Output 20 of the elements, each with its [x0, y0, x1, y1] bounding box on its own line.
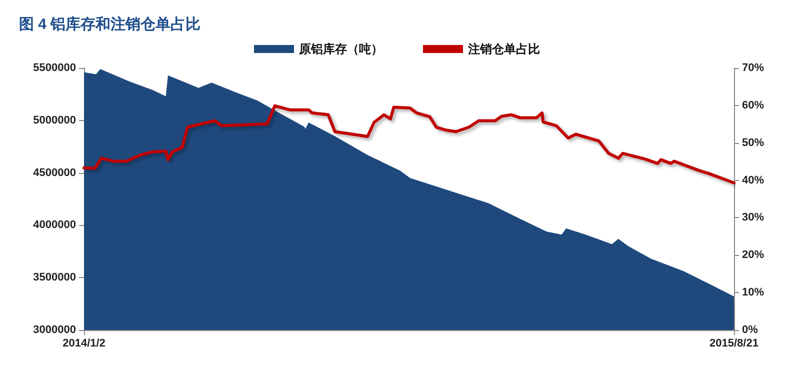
x-tick-label: 2015/8/21 [710, 338, 758, 350]
chart-title: 图 4 铝库存和注销仓单占比 [19, 15, 201, 33]
y2-tick-label: 50% [742, 136, 764, 149]
y2-tick-label: 40% [742, 174, 764, 186]
y-tick-label: 5500000 [33, 62, 76, 74]
y2-tick-label: 20% [742, 249, 764, 262]
x-tick-label: 2014/1/2 [62, 338, 106, 350]
legend-label: 注销仓单占比 [467, 42, 540, 56]
y-tick-label: 3500000 [33, 272, 76, 284]
y2-tick-label: 70% [742, 62, 764, 74]
y-tick-label: 4000000 [33, 219, 76, 232]
y2-tick-label: 30% [742, 212, 764, 224]
y-tick-label: 5000000 [33, 114, 76, 126]
y2-tick-label: 0% [742, 324, 758, 336]
y2-tick-label: 60% [742, 99, 764, 112]
y-tick-label: 4500000 [33, 166, 76, 179]
y2-tick-label: 10% [742, 286, 764, 299]
y-tick-label: 3000000 [33, 324, 76, 336]
line-series [82, 104, 736, 184]
legend-label: 原铝库存（吨） [298, 42, 383, 56]
